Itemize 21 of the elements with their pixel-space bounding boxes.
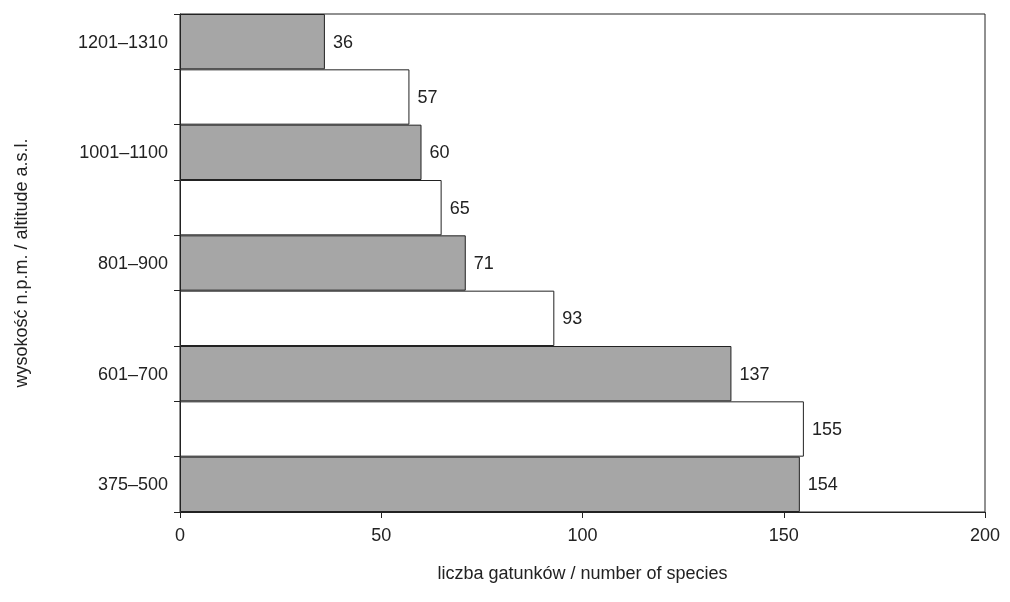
data-label: 137 — [739, 363, 770, 384]
x-axis-title: liczba gatunków / number of species — [437, 563, 728, 583]
data-label: 60 — [429, 142, 450, 163]
data-label: 36 — [332, 31, 353, 52]
data-label: 71 — [473, 253, 494, 273]
x-tick-label: 200 — [969, 525, 1001, 545]
y-axis-title: wysokość n.p.m. / altitude a.s.l. — [11, 138, 31, 389]
y-tick-label: 1001–1100 — [79, 142, 168, 163]
data-label: 65 — [449, 197, 470, 218]
data-label: 93 — [562, 308, 583, 329]
x-tick-label: 150 — [768, 525, 799, 545]
y-tick-label: 801–900 — [97, 253, 168, 273]
data-label: 57 — [417, 87, 438, 107]
y-tick-label: 375–500 — [97, 474, 168, 495]
y-tick-label: 1201–1310 — [77, 31, 168, 52]
y-tick-label: 601–700 — [97, 363, 168, 384]
x-tick-label: 50 — [371, 525, 392, 545]
x-tick-label: 100 — [567, 525, 598, 545]
data-label: 154 — [807, 474, 838, 495]
x-tick-label: 0 — [174, 525, 186, 545]
data-label: 155 — [811, 419, 842, 439]
